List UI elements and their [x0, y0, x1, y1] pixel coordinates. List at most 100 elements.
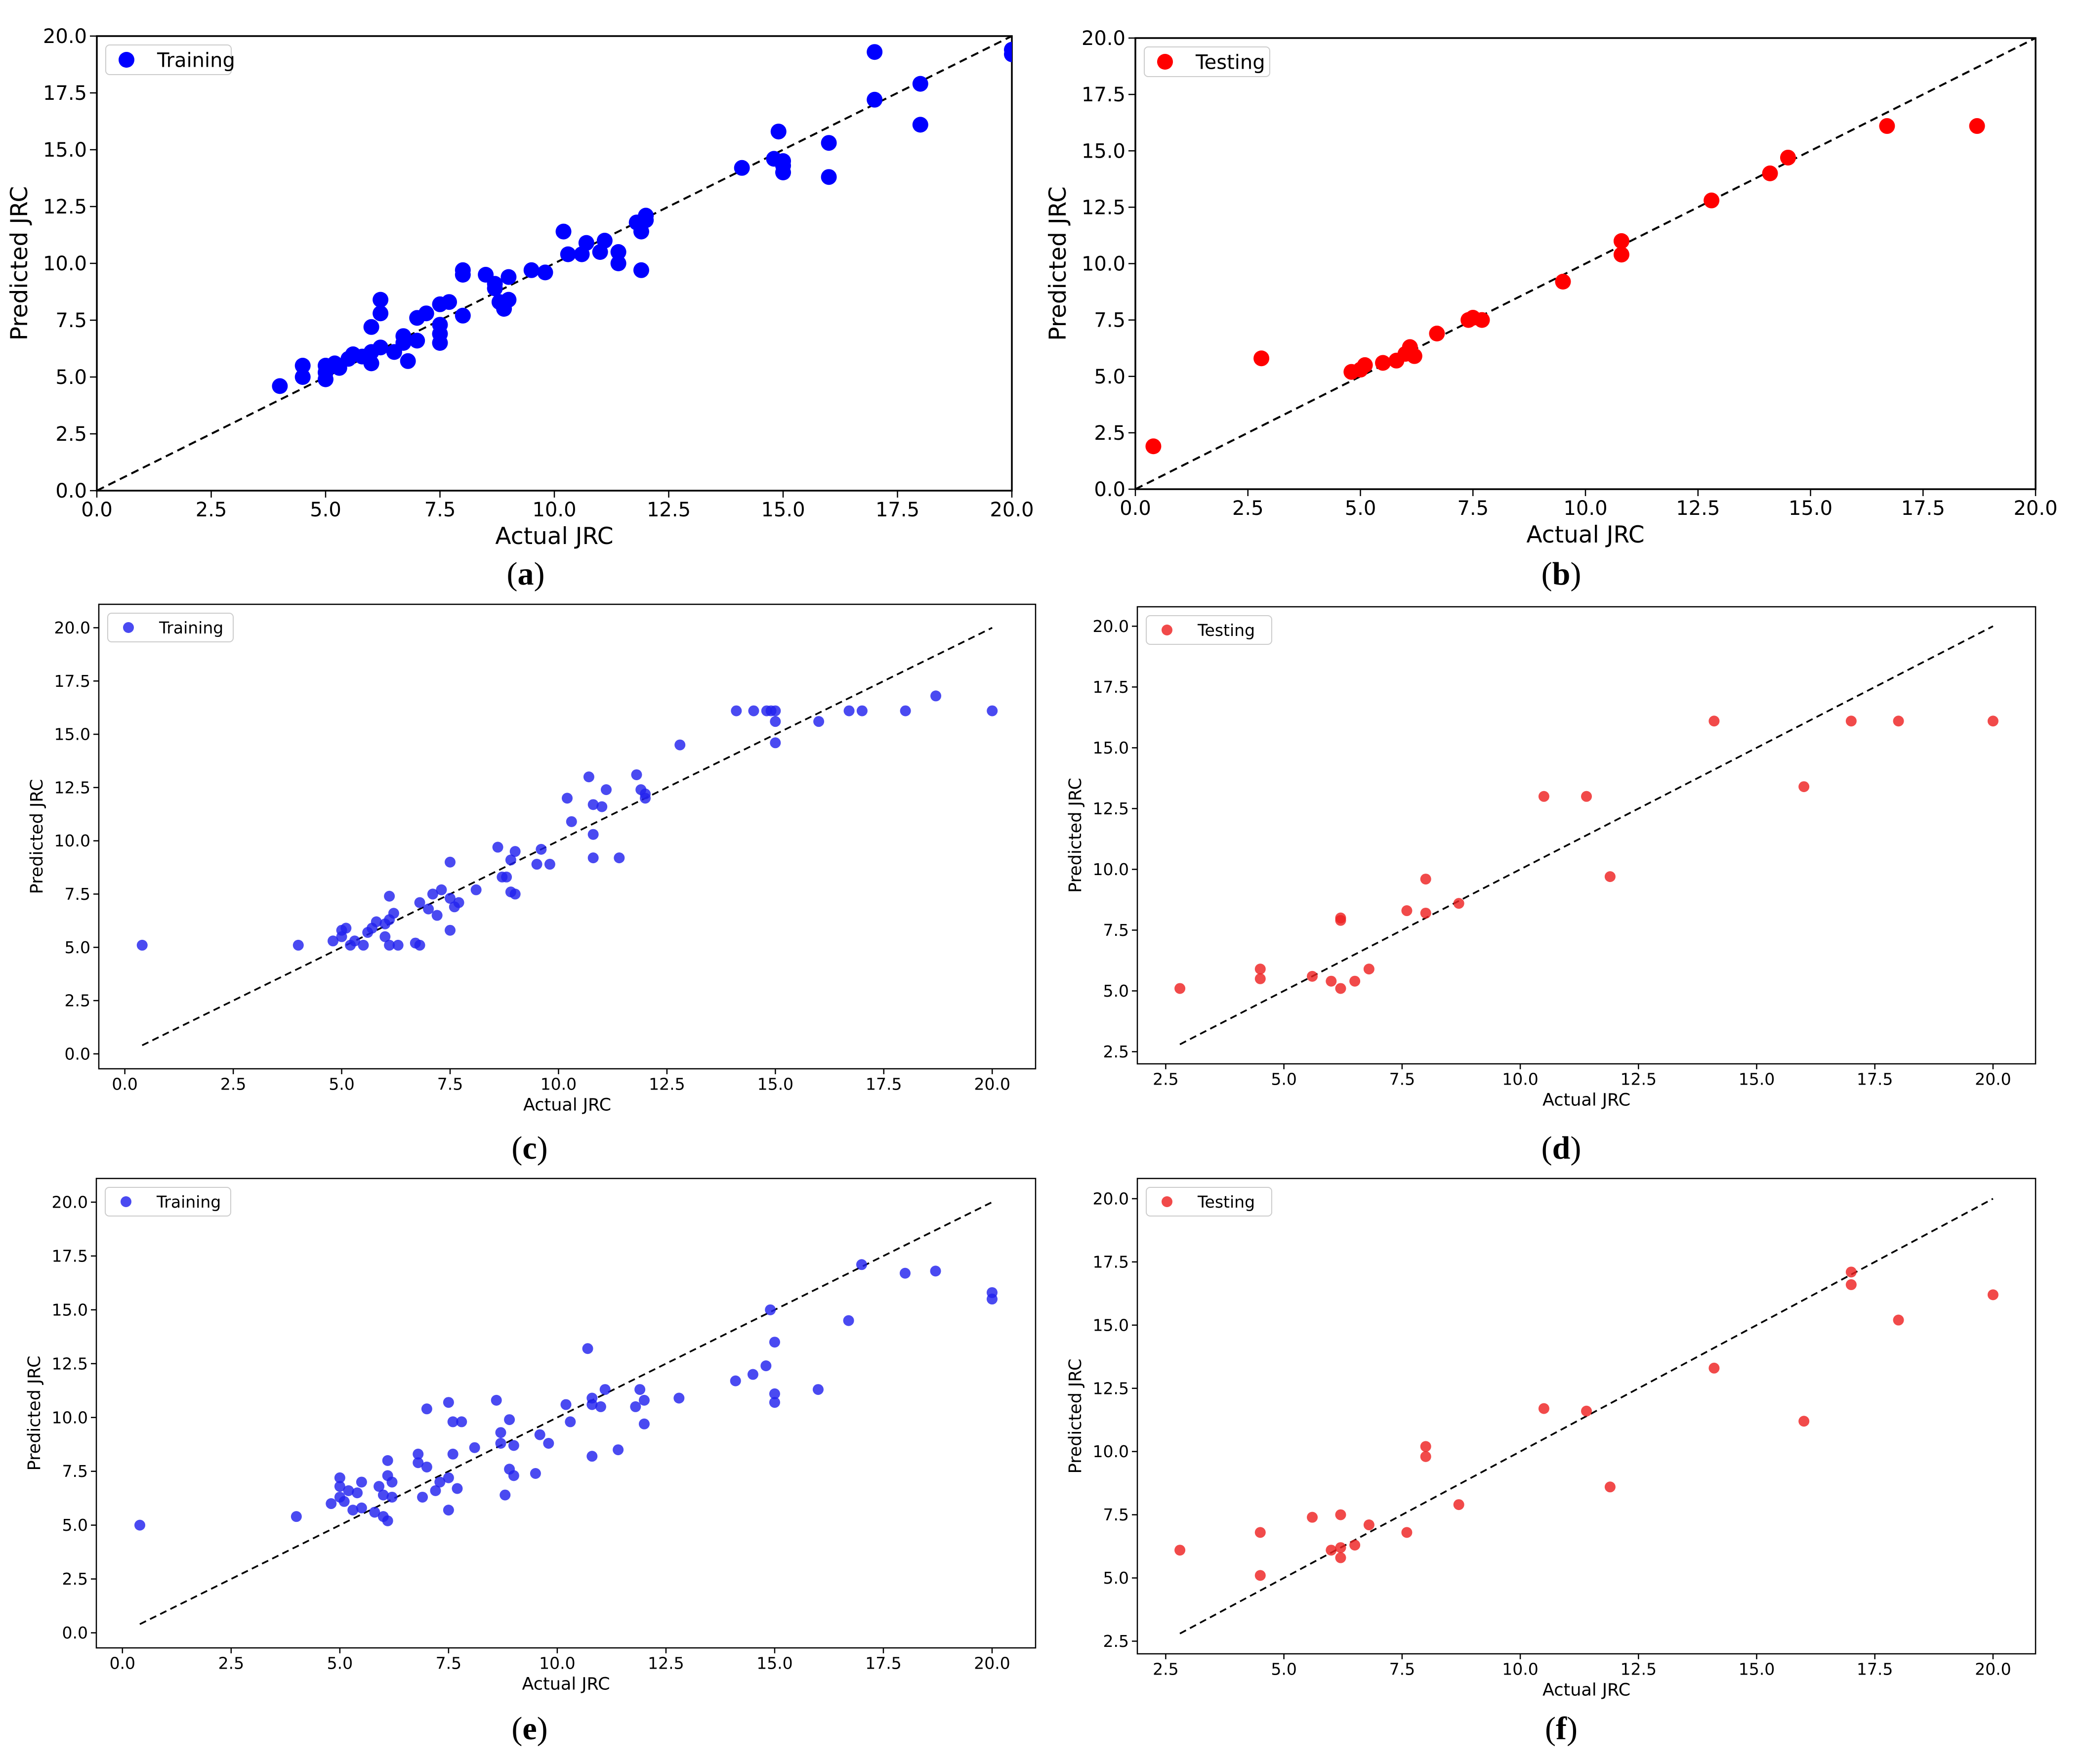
x-tick-label: 10.0: [1502, 1659, 1538, 1679]
data-point: [1326, 1545, 1337, 1556]
data-point: [843, 705, 855, 716]
data-point: [1004, 46, 1012, 62]
legend-box: [107, 613, 234, 642]
x-tick-label: 7.5: [436, 1653, 461, 1673]
data-point: [530, 1468, 541, 1479]
panel-c: 0.0 2.5 5.0 7.5 10.0 12.5 15.0 17.5 20.0 0.0 2.5 5.…: [27, 603, 1037, 1166]
data-point: [500, 292, 517, 308]
data-point: [578, 235, 594, 251]
y-axis-label: Predicted JRC: [27, 779, 47, 894]
x-tick-label: 2.5: [1153, 1069, 1178, 1089]
data-point: [414, 939, 425, 951]
data-point: [453, 897, 464, 908]
x-tick-label: 0.0: [1120, 497, 1151, 520]
y-tick-label: 10.0: [1093, 1442, 1129, 1461]
data-point: [596, 801, 608, 812]
data-point: [423, 903, 434, 915]
data-point: [1335, 1552, 1346, 1563]
panel-caption-letter: f: [1556, 1711, 1567, 1747]
y-tick-label: 7.5: [62, 1462, 88, 1481]
data-point: [747, 1369, 758, 1380]
data-point: [487, 280, 503, 296]
x-tick-label: 12.5: [1621, 1069, 1657, 1089]
x-tick-label: 5.0: [327, 1653, 353, 1673]
data-point: [430, 1485, 441, 1496]
y-tick-label: 0.0: [1094, 478, 1125, 501]
data-point: [377, 1489, 389, 1501]
x-tick-label: 7.5: [424, 499, 456, 521]
y-axis-label: Predicted JRC: [6, 186, 33, 341]
x-tick-label: 5.0: [329, 1074, 354, 1093]
x-tick-label: 20.0: [1975, 1659, 2011, 1679]
y-tick-label: 5.0: [1103, 981, 1129, 1001]
data-point: [912, 76, 928, 92]
data-point: [443, 1397, 454, 1408]
y-tick-label: 2.5: [1094, 422, 1125, 445]
data-point: [456, 1416, 467, 1428]
data-point: [427, 888, 438, 900]
data-point: [813, 716, 825, 727]
data-point: [930, 690, 942, 702]
data-point: [374, 1481, 385, 1492]
x-axis-label: Actual JRC: [1542, 1680, 1630, 1700]
data-point: [775, 158, 791, 174]
panel-caption: (f): [1545, 1711, 1578, 1747]
x-tick-label: 7.5: [1389, 1659, 1415, 1679]
y-tick-label: 17.5: [1093, 677, 1129, 697]
panel-caption-letter: c: [522, 1130, 537, 1166]
data-point: [770, 705, 781, 716]
x-tick-label: 12.5: [1676, 497, 1720, 520]
data-point: [1581, 1405, 1592, 1417]
data-points: [134, 1259, 998, 1531]
data-point: [867, 44, 883, 60]
x-tick-label: 15.0: [1739, 1069, 1775, 1089]
data-point: [413, 1448, 424, 1460]
data-point: [136, 939, 148, 951]
data-point: [491, 1394, 502, 1406]
data-point: [543, 1438, 554, 1449]
x-tick-label: 20.0: [1975, 1069, 2011, 1089]
data-point: [1538, 1403, 1549, 1414]
legend-marker: [121, 1196, 131, 1207]
x-tick-label: 17.5: [875, 499, 919, 521]
data-point: [417, 1491, 428, 1503]
y-tick-label: 0.0: [55, 480, 87, 503]
data-point: [508, 1470, 519, 1481]
data-point: [673, 1392, 685, 1404]
data-point: [504, 1414, 515, 1426]
y-tick-label: 7.5: [1103, 921, 1129, 940]
data-point: [455, 307, 471, 324]
y-tick-label: 10.0: [52, 1408, 88, 1427]
data-point: [1335, 915, 1346, 926]
legend-box: [105, 1187, 231, 1217]
data-point: [674, 739, 686, 751]
data-point: [856, 705, 868, 716]
data-point: [638, 212, 654, 228]
y-tick-label: 7.5: [1103, 1505, 1129, 1524]
data-point: [421, 1461, 432, 1472]
data-point: [630, 1401, 641, 1412]
data-point: [1798, 781, 1810, 793]
y-tick-label: 15.0: [1093, 1315, 1129, 1335]
data-point: [134, 1519, 146, 1531]
identity-line: [142, 627, 993, 1047]
x-tick-label: 10.0: [541, 1074, 577, 1093]
data-point: [1474, 312, 1490, 328]
data-point: [509, 888, 521, 900]
data-points: [1174, 1266, 1999, 1581]
data-point: [349, 935, 360, 947]
data-point: [452, 1483, 463, 1494]
data-point: [1254, 973, 1266, 984]
x-tick-label: 12.5: [649, 1074, 685, 1093]
data-point: [770, 716, 781, 727]
data-point: [586, 1451, 598, 1462]
data-point: [843, 1315, 854, 1326]
data-point: [445, 893, 456, 904]
y-tick-label: 20.0: [1093, 617, 1129, 636]
data-point: [400, 353, 416, 369]
data-point: [379, 931, 391, 942]
data-point: [523, 262, 540, 278]
data-point: [441, 294, 458, 310]
data-point: [1453, 898, 1464, 909]
